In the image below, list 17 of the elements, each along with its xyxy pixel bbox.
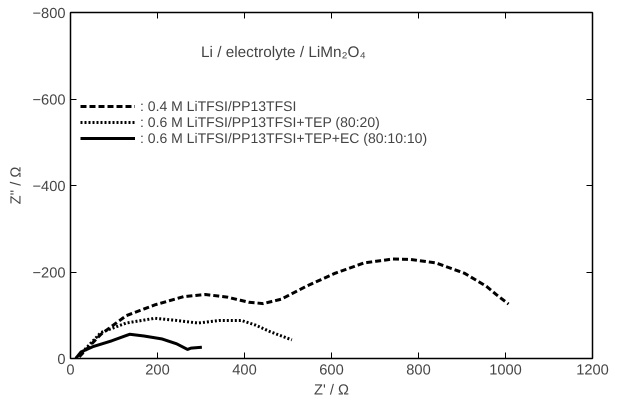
x-tick-label: 600 [319,362,344,378]
legend-label: : 0.6 M LiTFSI/PP13TFSI+TEP (80:20) [140,114,380,130]
y-tick-label: 0 [57,352,66,368]
x-tick-label: 800 [406,362,431,378]
y-tick-label: −600 [32,92,66,108]
y-tick-label: −800 [32,6,66,22]
legend-label: : 0.6 M LiTFSI/PP13TFSI+TEP+EC (80:10:10) [140,130,428,146]
y-tick-label: −400 [32,179,66,195]
x-tick-label: 1000 [489,362,522,378]
x-tick-label: 1200 [576,362,609,378]
x-tick-label: 200 [145,362,170,378]
y-axis-title: Z'' / Ω [8,166,24,204]
x-tick-label: 400 [232,362,257,378]
x-axis-title: Z' / Ω [314,382,350,398]
annotation: Li / electrolyte / LiMn₂O₄ [201,44,366,61]
legend-label: : 0.4 M LiTFSI/PP13TFSI [140,98,296,114]
y-tick-label: −200 [32,266,66,282]
